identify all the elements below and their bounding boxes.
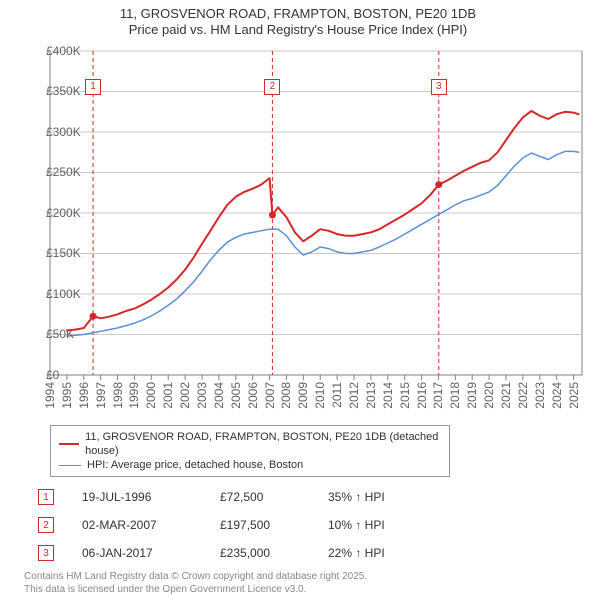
x-tick-label: 2024 bbox=[550, 382, 564, 409]
x-tick-label: 2011 bbox=[330, 382, 344, 408]
x-tick-label: 2018 bbox=[448, 382, 462, 409]
y-tick-label: £400K bbox=[46, 44, 50, 58]
x-tick-label: 2008 bbox=[279, 382, 293, 409]
price-chart: £0 £50K £100K £150K £200K £250K £300K £350K £400… bbox=[6, 43, 590, 421]
y-tick-label: £300K bbox=[46, 125, 50, 139]
x-tick-label: 2009 bbox=[296, 382, 310, 409]
x-tick-label: 2004 bbox=[212, 382, 226, 409]
sales-table: 1 19-JUL-1996 £72,500 35% ↑ HPI 2 02-MAR-2007… bbox=[38, 483, 590, 567]
x-tick-label: 2014 bbox=[381, 382, 395, 409]
legend-item: 11, GROSVENOR ROAD, FRAMPTON, BOSTON, PE… bbox=[59, 430, 441, 459]
title-line-2: Price paid vs. HM Land Registry's House … bbox=[6, 22, 590, 38]
x-tick-label: 2017 bbox=[431, 382, 445, 409]
x-tick-label: 2019 bbox=[465, 382, 479, 409]
sale-date: 19-JUL-1996 bbox=[82, 490, 192, 504]
x-tick-label: 2012 bbox=[347, 382, 361, 409]
sale-diff: 35% ↑ HPI bbox=[328, 490, 385, 504]
x-tick-label: 2021 bbox=[499, 382, 513, 409]
y-tick-label: £50K bbox=[46, 327, 50, 341]
legend: 11, GROSVENOR ROAD, FRAMPTON, BOSTON, PE… bbox=[50, 425, 450, 478]
chart-title: 11, GROSVENOR ROAD, FRAMPTON, BOSTON, PE… bbox=[6, 6, 590, 39]
sale-diff: 22% ↑ HPI bbox=[328, 546, 385, 560]
footer-line-1: Contains HM Land Registry data © Crown c… bbox=[24, 571, 590, 584]
x-tick-label: 2020 bbox=[482, 382, 496, 409]
x-tick-label: 2001 bbox=[161, 382, 175, 409]
x-tick-label: 2015 bbox=[398, 382, 412, 409]
x-tick-label: 2025 bbox=[567, 382, 581, 409]
x-tick-label: 2006 bbox=[246, 382, 260, 409]
x-tick-label: 1995 bbox=[60, 382, 74, 409]
x-tick-label: 1998 bbox=[111, 382, 125, 409]
y-tick-label: £0 bbox=[46, 368, 50, 382]
y-tick-label: £250K bbox=[46, 165, 50, 179]
legend-swatch bbox=[59, 443, 79, 445]
legend-label: HPI: Average price, detached house, Bost… bbox=[87, 458, 303, 472]
sale-row: 1 19-JUL-1996 £72,500 35% ↑ HPI bbox=[38, 483, 590, 511]
y-tick-label: £200K bbox=[46, 206, 50, 220]
x-tick-label: 2000 bbox=[144, 382, 158, 409]
x-tick-label: 1994 bbox=[43, 382, 57, 409]
sale-row: 2 02-MAR-2007 £197,500 10% ↑ HPI bbox=[38, 511, 590, 539]
x-tick-label: 1999 bbox=[127, 382, 141, 409]
y-tick-label: £150K bbox=[46, 246, 50, 260]
plot-overlay bbox=[50, 51, 582, 375]
legend-swatch bbox=[59, 465, 81, 466]
sale-marker: 1 bbox=[38, 489, 54, 505]
legend-item: HPI: Average price, detached house, Bost… bbox=[59, 458, 441, 472]
sale-row: 3 06-JAN-2017 £235,000 22% ↑ HPI bbox=[38, 539, 590, 567]
sale-price: £72,500 bbox=[220, 490, 300, 504]
footer-note: Contains HM Land Registry data © Crown c… bbox=[24, 571, 590, 596]
chart-sale-marker: 3 bbox=[431, 79, 447, 95]
sale-date: 02-MAR-2007 bbox=[82, 518, 192, 532]
legend-label: 11, GROSVENOR ROAD, FRAMPTON, BOSTON, PE… bbox=[85, 430, 441, 459]
x-tick-label: 2007 bbox=[263, 382, 277, 409]
sale-diff: 10% ↑ HPI bbox=[328, 518, 385, 532]
y-tick-label: £350K bbox=[46, 84, 50, 98]
x-tick-label: 2005 bbox=[229, 382, 243, 409]
x-tick-label: 2010 bbox=[313, 382, 327, 409]
x-tick-label: 2016 bbox=[415, 382, 429, 409]
sale-marker: 3 bbox=[38, 545, 54, 561]
x-tick-label: 1996 bbox=[77, 382, 91, 409]
sale-price: £197,500 bbox=[220, 518, 300, 532]
x-tick-label: 2003 bbox=[195, 382, 209, 409]
sale-date: 06-JAN-2017 bbox=[82, 546, 192, 560]
x-tick-label: 2002 bbox=[178, 382, 192, 409]
x-tick-label: 2023 bbox=[533, 382, 547, 409]
x-tick-label: 1997 bbox=[94, 382, 108, 409]
x-tick-label: 2022 bbox=[516, 382, 530, 409]
x-tick-label: 2013 bbox=[364, 382, 378, 409]
chart-sale-marker: 2 bbox=[264, 79, 280, 95]
sale-marker: 2 bbox=[38, 517, 54, 533]
chart-sale-marker: 1 bbox=[85, 79, 101, 95]
title-line-1: 11, GROSVENOR ROAD, FRAMPTON, BOSTON, PE… bbox=[6, 6, 590, 22]
sale-price: £235,000 bbox=[220, 546, 300, 560]
y-tick-label: £100K bbox=[46, 287, 50, 301]
